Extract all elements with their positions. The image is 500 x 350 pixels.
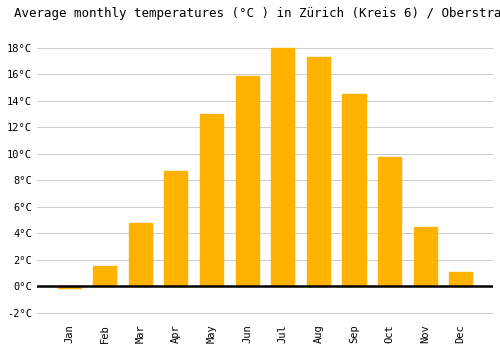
- Bar: [236, 76, 258, 286]
- Bar: [164, 171, 188, 286]
- Bar: [414, 227, 436, 286]
- Title: Average monthly temperatures (°C ) in Zürich (Kreis 6) / Oberstrass: Average monthly temperatures (°C ) in Zü…: [14, 7, 500, 20]
- Bar: [93, 266, 116, 286]
- Bar: [58, 286, 80, 288]
- Bar: [342, 94, 365, 286]
- Bar: [307, 57, 330, 286]
- Bar: [449, 272, 472, 286]
- Bar: [200, 114, 223, 286]
- Bar: [128, 223, 152, 286]
- Bar: [378, 156, 401, 286]
- Bar: [271, 48, 294, 286]
